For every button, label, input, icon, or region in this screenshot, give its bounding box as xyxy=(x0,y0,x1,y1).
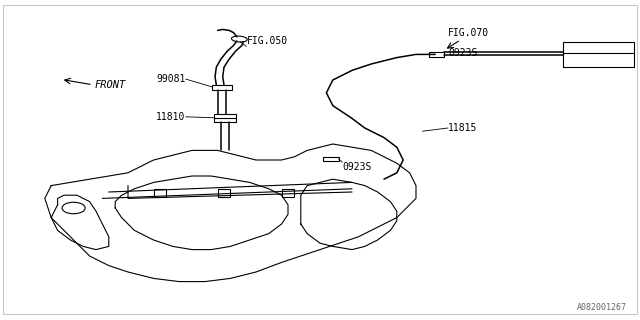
Text: FIG.050: FIG.050 xyxy=(246,36,287,46)
Text: 0923S: 0923S xyxy=(448,48,477,58)
Text: 11815: 11815 xyxy=(448,123,477,133)
Text: A082001267: A082001267 xyxy=(577,303,627,312)
Bar xyxy=(154,189,166,197)
Ellipse shape xyxy=(232,36,247,42)
Bar xyxy=(429,52,444,57)
Bar xyxy=(214,114,236,122)
Text: FIG.070: FIG.070 xyxy=(448,28,489,38)
Bar xyxy=(218,189,230,197)
Text: 11810: 11810 xyxy=(156,112,186,122)
Text: 0923S: 0923S xyxy=(342,162,372,172)
Bar xyxy=(212,85,232,90)
Bar xyxy=(323,157,339,161)
Bar xyxy=(282,189,294,197)
Text: FRONT: FRONT xyxy=(95,80,126,90)
Text: 99081: 99081 xyxy=(156,74,186,84)
